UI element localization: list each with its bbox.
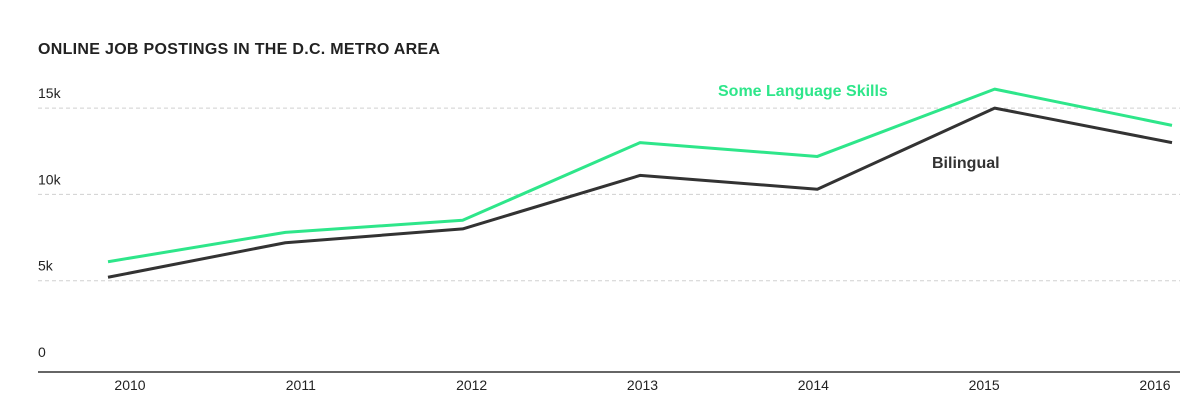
- x-tick-label: 2012: [456, 377, 487, 393]
- y-tick-label: 5k: [38, 258, 54, 274]
- series-line: [107, 87, 1173, 264]
- x-tick-label: 2014: [798, 377, 829, 393]
- series-label: Bilingual: [932, 155, 1000, 172]
- x-tick-label: 2015: [969, 377, 1000, 393]
- x-tick-label: 2011: [286, 377, 316, 393]
- series-line: [107, 106, 1173, 279]
- y-tick-label: 15k: [38, 85, 62, 101]
- x-tick-label: 2013: [627, 377, 658, 393]
- x-tick-label: 2016: [1139, 377, 1170, 393]
- x-tick-label: 2010: [114, 377, 145, 393]
- y-tick-label: 0: [38, 344, 46, 360]
- y-tick-label: 10k: [38, 171, 62, 187]
- chart-title: ONLINE JOB POSTINGS IN THE D.C. METRO AR…: [38, 41, 440, 58]
- series-label: Some Language Skills: [718, 83, 888, 100]
